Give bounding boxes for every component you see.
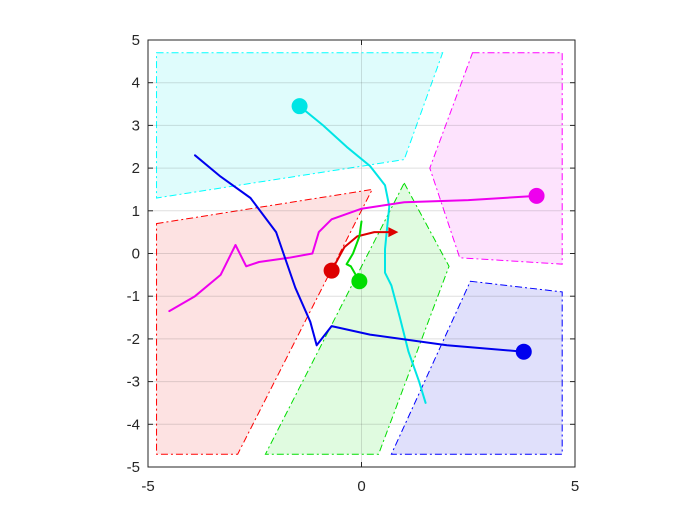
y-tick-label-1: 4 [132, 75, 140, 92]
series-start-marker-3 [515, 343, 532, 360]
series-line-3 [194, 154, 525, 353]
series-line-4 [330, 231, 393, 272]
markers-layer [291, 98, 545, 360]
series-line-1 [298, 105, 427, 404]
series-start-marker-1 [291, 98, 308, 115]
y-tick-label-0: 5 [132, 32, 140, 49]
region-polygon-3 [156, 188, 374, 455]
region-polygon-5 [390, 280, 563, 455]
regions-layer [156, 52, 563, 455]
x-tick-label-1: 0 [357, 478, 365, 495]
series-start-marker-5 [351, 273, 368, 290]
region-polygon-4 [264, 181, 450, 455]
y-tick-label-10: -5 [127, 459, 140, 476]
y-tick-label-6: -1 [127, 288, 140, 305]
y-tick-label-5: 0 [132, 246, 140, 263]
y-tick-label-7: -2 [127, 331, 140, 348]
y-tick-label-8: -3 [127, 374, 140, 391]
region-polygon-2 [429, 52, 563, 265]
region-polygon-1 [156, 52, 444, 199]
y-tick-label-9: -4 [127, 416, 140, 433]
y-tick-label-2: 3 [132, 117, 140, 134]
series-arrowhead [388, 227, 399, 238]
series-layer [168, 105, 538, 404]
y-tick-label-4: 1 [132, 203, 140, 220]
labels-layer: -5 0 5 5 4 3 2 1 0 -1 -2 -3 -4 -5 [127, 32, 580, 495]
ticks-layer [147, 39, 576, 468]
series-line-5 [345, 220, 363, 283]
series-start-marker-2 [528, 187, 545, 204]
series-line-2 [168, 194, 538, 313]
x-tick-label-0: -5 [141, 478, 154, 495]
series-start-marker-4 [323, 262, 340, 279]
x-tick-label-2: 5 [571, 478, 579, 495]
y-tick-label-3: 2 [132, 160, 140, 177]
